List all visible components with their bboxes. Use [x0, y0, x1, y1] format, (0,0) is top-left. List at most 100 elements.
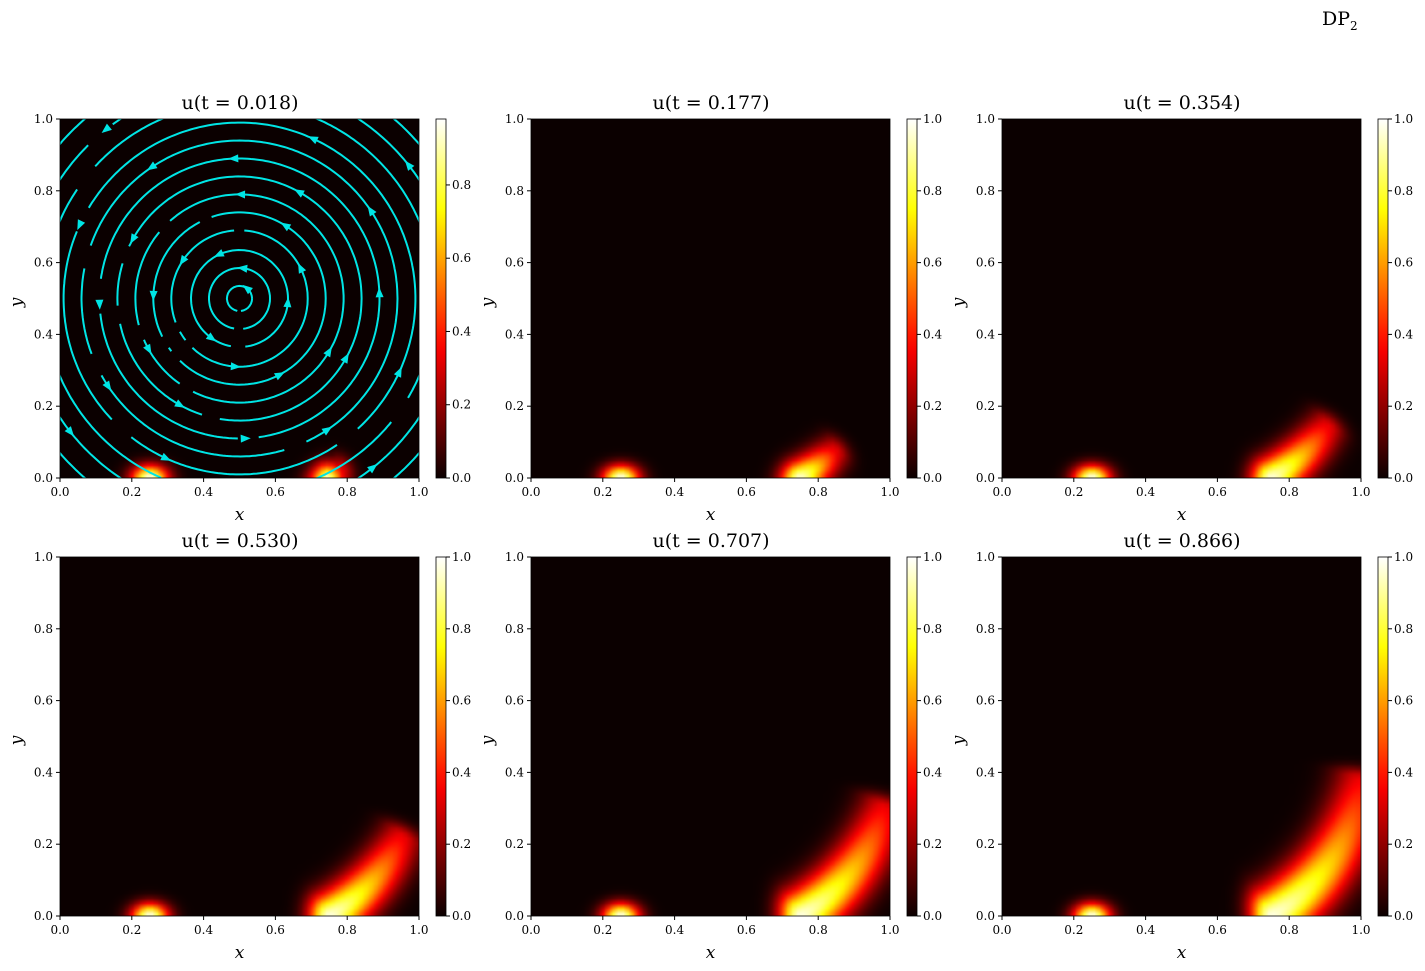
- x-tick-label: 0.2: [122, 485, 141, 499]
- streamline-arrow-icon: [274, 372, 285, 381]
- streamline-arrow-icon: [237, 264, 248, 273]
- y-tick-label: 1.0: [505, 550, 524, 564]
- colorbar-tick-label: 0.6: [1394, 256, 1413, 270]
- y-tick-label: 0.2: [34, 399, 53, 413]
- y-tick-label: 0.0: [976, 909, 995, 923]
- x-tick-label: 0.4: [194, 485, 213, 499]
- colorbar-tick-label: 0.6: [923, 256, 942, 270]
- panel-title: u(t = 0.866): [1123, 530, 1241, 552]
- panel-title: u(t = 0.177): [652, 92, 770, 114]
- y-tick-label: 0.8: [505, 622, 524, 636]
- axes-frame: [1001, 118, 1362, 479]
- streamline: [179, 331, 187, 341]
- streamline-arrow-icon: [179, 254, 189, 266]
- colorbar-tick-label: 0.2: [452, 837, 471, 851]
- streamline-arrow-icon: [15, 211, 23, 222]
- colorbar-tick-label: 1.0: [452, 550, 471, 564]
- heatmap-image: [60, 119, 419, 478]
- y-tick-label: 0.8: [505, 184, 524, 198]
- y-axis-label: y: [949, 735, 969, 746]
- streamline-arrow-icon: [77, 219, 86, 231]
- streamline-arrow-icon: [95, 299, 104, 310]
- streamline-arrow-icon: [146, 161, 158, 171]
- axes-frame: [59, 118, 420, 479]
- y-tick-label: 0.8: [976, 184, 995, 198]
- y-tick-label: 0.6: [505, 256, 524, 270]
- x-tick-label: 0.4: [1136, 923, 1155, 937]
- axes: 0.0 0.2 0.4 0.6 0.8 1.0 0.0 0.2 0.4 0.6 0.8 1.0 x y 0.…: [478, 550, 942, 963]
- y-tick-label: 0.4: [34, 765, 53, 779]
- streamline: [87, 121, 417, 299]
- colorbar-tick-label: 0.8: [1394, 184, 1413, 198]
- colorbar-tick-label: 1.0: [923, 550, 942, 564]
- panel-title: u(t = 0.530): [181, 530, 299, 552]
- colorbar-tick-label: 1.0: [1394, 550, 1413, 564]
- colorbar-tick-label: 0.8: [452, 178, 471, 192]
- x-tick-label: 0.2: [593, 485, 612, 499]
- y-tick-label: 1.0: [34, 112, 53, 126]
- y-axis-label: y: [949, 297, 969, 308]
- axes: 0.0 0.2 0.4 0.6 0.8 1.0 0.0 0.2 0.4 0.6 0.8 1.0 x y 0.…: [7, 100, 471, 525]
- x-tick-label: 0.8: [1280, 485, 1299, 499]
- colorbar-tick-label: 0.8: [923, 622, 942, 636]
- x-tick-label: 0.8: [338, 485, 357, 499]
- x-tick-label: 0.6: [737, 485, 756, 499]
- x-axis-label: x: [1177, 943, 1187, 963]
- figure-title: DP2: [1322, 8, 1358, 33]
- streamline: [167, 347, 173, 352]
- streamline-arrow-icon: [316, 74, 327, 82]
- streamline: [211, 211, 327, 299]
- x-tick-label: 0.0: [992, 923, 1011, 937]
- streamline: [243, 298, 271, 330]
- figure-title-subscript: 2: [1350, 18, 1358, 33]
- x-tick-label: 0.4: [194, 923, 213, 937]
- axes-frame: [530, 556, 891, 917]
- x-tick-label: 1.0: [880, 485, 899, 499]
- y-tick-label: 1.0: [34, 550, 53, 564]
- streamline: [62, 231, 113, 421]
- streamline-arrow-icon: [130, 233, 139, 244]
- x-tick-label: 0.4: [665, 485, 684, 499]
- streamline-arrow-icon: [152, 516, 163, 524]
- streamline-arrow-icon: [101, 123, 112, 133]
- colorbar: [435, 118, 447, 479]
- x-axis-label: x: [706, 505, 716, 525]
- streamline-arrow-icon: [228, 154, 239, 163]
- streamline: [60, 188, 162, 478]
- y-axis-label: y: [478, 735, 498, 746]
- y-tick-label: 0.2: [976, 837, 995, 851]
- heatmap-image: [531, 557, 890, 916]
- heatmap-image: [1002, 119, 1361, 478]
- streamline: [134, 231, 161, 326]
- x-tick-label: 0.2: [122, 923, 141, 937]
- colorbar-tick-label: 0.0: [1394, 471, 1413, 485]
- colorbar-tick-label: 0.4: [1394, 765, 1413, 779]
- colorbar: [1377, 556, 1389, 917]
- colorbar-tick-label: 0.6: [923, 694, 942, 708]
- streamline: [314, 421, 392, 478]
- figure-title-main: DP: [1322, 8, 1351, 30]
- x-tick-label: 0.2: [593, 923, 612, 937]
- y-axis-label: y: [7, 297, 27, 308]
- heatmap-panel: u(t = 0.177) 0.0 0.2 0.4 0.6 0.8 1.0 0.0 0.2 0.4 0…: [471, 90, 942, 530]
- streamline-arrow-icon: [102, 380, 112, 392]
- y-tick-label: 0.6: [34, 256, 53, 270]
- panel-title: u(t = 0.707): [652, 530, 770, 552]
- y-tick-label: 0.0: [505, 909, 524, 923]
- panel-title: u(t = 0.354): [1123, 92, 1241, 114]
- streamline-arrow-icon: [211, 100, 221, 108]
- heatmap-image: [1002, 557, 1361, 916]
- y-tick-label: 0.4: [976, 327, 995, 341]
- colorbar-tick-label: 0.0: [923, 471, 942, 485]
- streamline-arrow-icon: [375, 287, 384, 298]
- y-tick-label: 0.6: [34, 694, 53, 708]
- streamline: [392, 119, 419, 146]
- streamline-arrow-icon: [340, 353, 349, 364]
- colorbar-tick-label: 0.6: [1394, 694, 1413, 708]
- streamline: [240, 298, 254, 312]
- streamline: [128, 175, 363, 299]
- streamline: [208, 266, 271, 330]
- streamline: [152, 221, 201, 338]
- streamline: [179, 298, 327, 386]
- x-tick-label: 1.0: [409, 923, 428, 937]
